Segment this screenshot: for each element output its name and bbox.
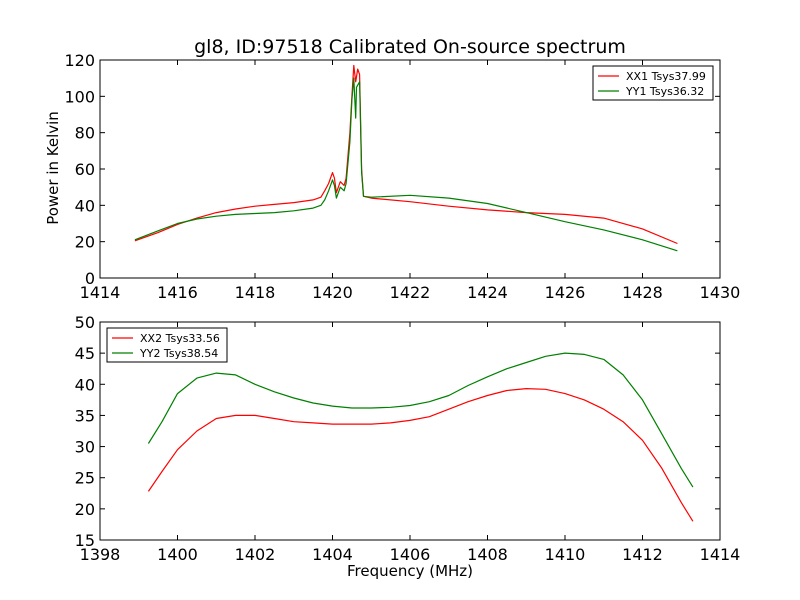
legend-label: XX1 Tsys37.99 xyxy=(626,70,706,83)
y-tick-label: 50 xyxy=(75,313,95,332)
y-tick-label: 40 xyxy=(75,196,95,215)
y-tick-label: 20 xyxy=(75,233,95,252)
x-tick-label: 1418 xyxy=(235,283,276,302)
y-tick-label: 40 xyxy=(75,375,95,394)
x-tick-label: 1422 xyxy=(390,283,431,302)
bottom-panel: 1398 1400 1402 1404 1406 1408 1410 1412 1414 15 20… xyxy=(75,313,741,564)
y-tick-label: 15 xyxy=(75,531,95,550)
series-line-2 xyxy=(134,77,678,252)
y-tick-label: 80 xyxy=(75,124,95,143)
x-tick-label: 1410 xyxy=(545,545,586,564)
top-y-axis-label: Power in Kelvin xyxy=(44,111,62,225)
y-tick-label: 20 xyxy=(75,500,95,519)
legend-box xyxy=(592,65,714,101)
y-tick-label: 0 xyxy=(85,269,95,288)
legend: XX2 Tsys33.56 YY2 Tsys38.54 xyxy=(106,327,228,363)
x-tick-label: 1398 xyxy=(80,545,121,564)
top-panel: 1414 1416 1418 1420 1422 1424 1426 1428 1430 0 20 4… xyxy=(64,51,740,302)
y-tick-label: 45 xyxy=(75,344,95,363)
x-tick-label: 1416 xyxy=(157,283,198,302)
x-tick-label: 1426 xyxy=(545,283,586,302)
bottom-x-axis-label: Frequency (MHz) xyxy=(347,562,473,580)
x-tick-label: 1414 xyxy=(700,545,741,564)
y-tick-label: 30 xyxy=(75,438,95,457)
x-tick-label: 1402 xyxy=(235,545,276,564)
legend-label: YY1 Tsys36.32 xyxy=(625,85,704,98)
legend-box xyxy=(106,327,228,363)
x-tick-label: 1424 xyxy=(467,283,508,302)
x-tick-label: 1414 xyxy=(80,283,121,302)
x-tick-label: 1412 xyxy=(622,545,663,564)
y-tick-label: 100 xyxy=(64,87,95,106)
legend-label: YY2 Tsys38.54 xyxy=(139,347,218,360)
series-line-1 xyxy=(134,64,678,245)
x-tick-label: 1428 xyxy=(622,283,663,302)
y-tick-label: 35 xyxy=(75,406,95,425)
y-tick-label: 60 xyxy=(75,160,95,179)
x-tick-label: 1400 xyxy=(157,545,198,564)
x-tick-label: 1408 xyxy=(467,545,508,564)
x-tick-label: 1430 xyxy=(700,283,741,302)
y-tick-label: 120 xyxy=(64,51,95,70)
x-tick-label: 1406 xyxy=(390,545,431,564)
y-tick-label: 25 xyxy=(75,469,95,488)
x-tick-label: 1404 xyxy=(312,545,353,564)
legend: XX1 Tsys37.99 YY1 Tsys36.32 xyxy=(592,65,714,101)
chart-title: gl8, ID:97518 Calibrated On-source spect… xyxy=(194,36,626,58)
series-line-2 xyxy=(147,352,694,488)
x-tick-label: 1420 xyxy=(312,283,353,302)
legend-label: XX2 Tsys33.56 xyxy=(140,332,220,345)
series-line-1 xyxy=(147,388,694,522)
